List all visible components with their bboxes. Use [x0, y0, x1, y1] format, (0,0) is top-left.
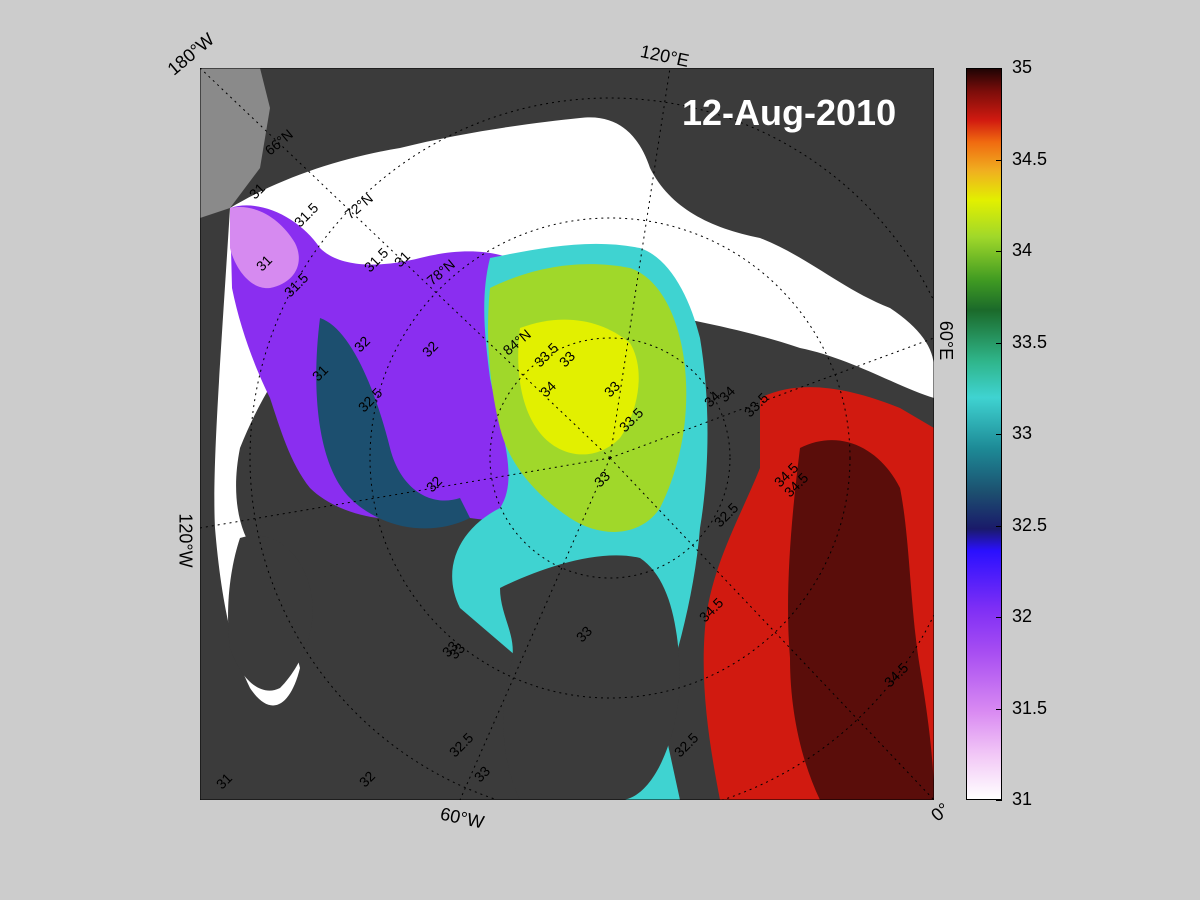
colorbar-tick-label: 33.5 [1012, 331, 1048, 352]
date-title: 12-Aug-2010 [682, 92, 897, 133]
atlantic-core [788, 440, 934, 800]
lon-label-0: 0° [927, 798, 954, 826]
latitude-ring [369, 217, 851, 699]
colorbar-tick-label: 32.5 [1012, 514, 1048, 535]
colorbar-tick-label: 31 [1012, 789, 1033, 809]
colorbar-tick-mark [996, 68, 1002, 69]
colorbar-tick-label: 34 [1012, 240, 1033, 260]
colorbar-tick-mark [996, 342, 1002, 344]
lon-label-120w: 120°W [175, 513, 196, 568]
salinity-map: 66°N 72°N 78°N 84°N 3131.53131.53131.532… [200, 68, 934, 800]
latitude-ring [489, 337, 731, 579]
colorbar-tick-mark [996, 617, 1002, 618]
colorbar-tick-label: 34.5 [1012, 148, 1048, 169]
lon-label-60w: 60°W [438, 803, 486, 833]
colorbar-tick-mark [996, 708, 1002, 710]
colorbar-tick-mark [996, 525, 1002, 527]
colorbar-tick-label: 32 [1012, 606, 1033, 626]
fresh-band [316, 318, 470, 529]
colorbar-tick-mark [996, 159, 1002, 161]
yellow-core [518, 319, 639, 455]
meridian [609, 457, 934, 800]
meridian [200, 68, 611, 459]
low-salinity-region [230, 205, 530, 521]
very-low-salinity-region [230, 207, 299, 289]
colorbar-tick-mark [996, 251, 1002, 252]
meridian [459, 457, 611, 800]
lon-label-60e: 60°E [936, 320, 957, 361]
greenland [500, 555, 680, 800]
colorbar-tick-label: 33 [1012, 423, 1033, 443]
colorbar-tick-label: 35 [1012, 57, 1033, 77]
colorbar-tick-mark [996, 800, 1002, 801]
colorbar-tick-label: 31.5 [1012, 697, 1048, 718]
colorbar-tick-mark [996, 434, 1002, 435]
land-light [200, 68, 270, 218]
canadian-archipelago [228, 535, 313, 691]
